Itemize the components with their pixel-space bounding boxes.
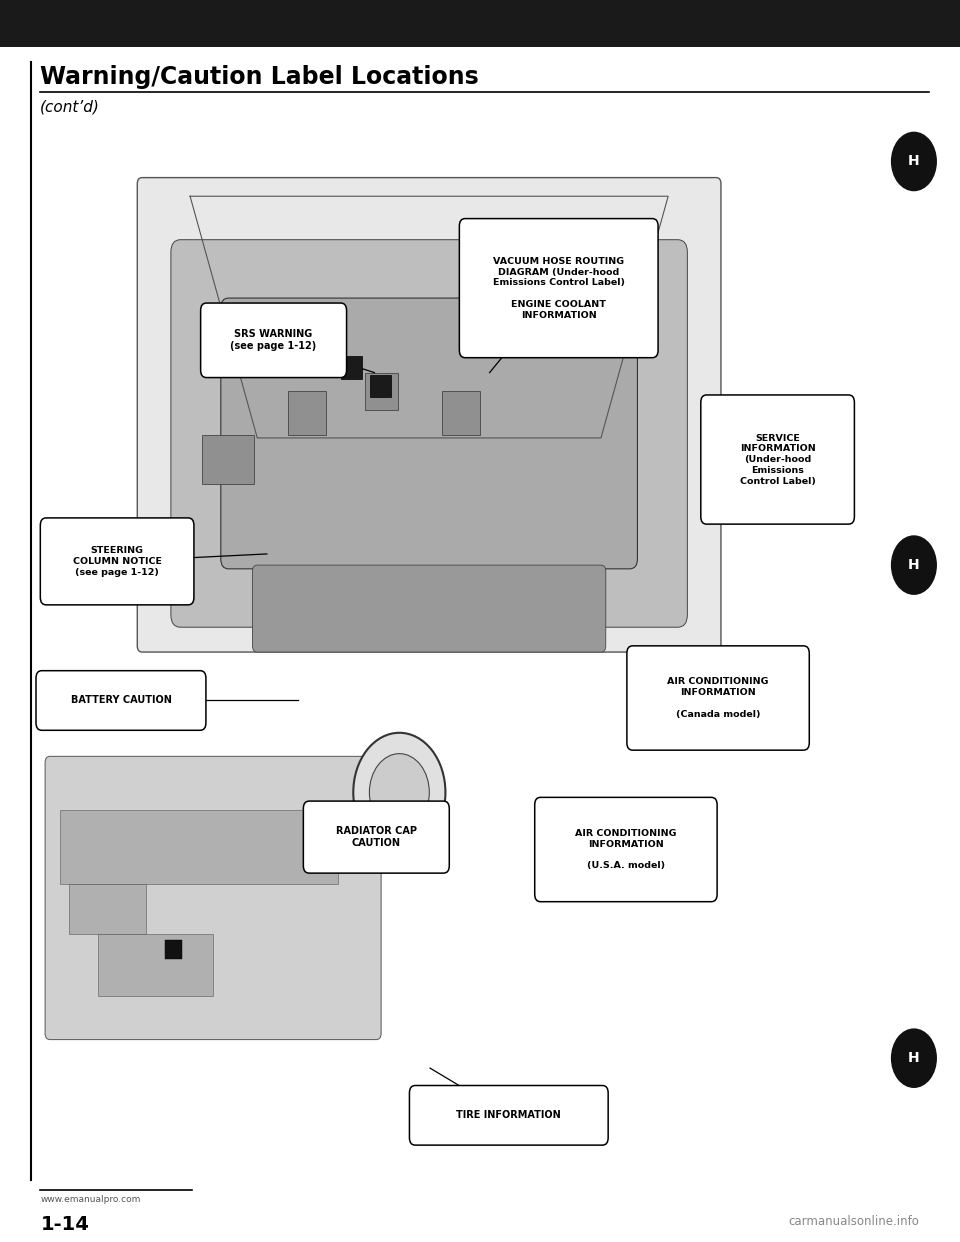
- FancyBboxPatch shape: [409, 1086, 609, 1145]
- Text: Warning/Caution Label Locations: Warning/Caution Label Locations: [40, 65, 479, 88]
- Text: (cont’d): (cont’d): [40, 99, 100, 114]
- Text: BATTERY CAUTION: BATTERY CAUTION: [70, 696, 172, 705]
- Text: 1-14: 1-14: [40, 1215, 89, 1233]
- FancyBboxPatch shape: [459, 219, 659, 358]
- Text: www.emanualpro.com: www.emanualpro.com: [40, 1195, 141, 1203]
- FancyBboxPatch shape: [45, 756, 381, 1040]
- Text: H: H: [908, 1051, 920, 1066]
- FancyBboxPatch shape: [0, 0, 960, 47]
- FancyBboxPatch shape: [535, 797, 717, 902]
- FancyBboxPatch shape: [341, 356, 362, 379]
- Circle shape: [891, 132, 937, 191]
- Text: AIR CONDITIONING
INFORMATION

(U.S.A. model): AIR CONDITIONING INFORMATION (U.S.A. mod…: [575, 828, 677, 871]
- Text: RADIATOR CAP
CAUTION: RADIATOR CAP CAUTION: [336, 826, 417, 848]
- FancyBboxPatch shape: [202, 435, 254, 484]
- Text: SERVICE
INFORMATION
(Under-hood
Emissions
Control Label): SERVICE INFORMATION (Under-hood Emission…: [739, 433, 816, 486]
- FancyBboxPatch shape: [370, 375, 391, 397]
- Text: STEERING
COLUMN NOTICE
(see page 1-12): STEERING COLUMN NOTICE (see page 1-12): [73, 546, 161, 576]
- Circle shape: [370, 754, 429, 831]
- Text: SRS WARNING
(see page 1-12): SRS WARNING (see page 1-12): [230, 329, 317, 351]
- FancyBboxPatch shape: [701, 395, 854, 524]
- Text: VACUUM HOSE ROUTING
DIAGRAM (Under-hood
Emissions Control Label)

ENGINE COOLANT: VACUUM HOSE ROUTING DIAGRAM (Under-hood …: [492, 257, 625, 319]
- Text: H: H: [908, 558, 920, 573]
- FancyBboxPatch shape: [442, 391, 480, 435]
- FancyBboxPatch shape: [69, 884, 146, 934]
- Circle shape: [353, 733, 445, 852]
- FancyBboxPatch shape: [36, 671, 206, 730]
- FancyBboxPatch shape: [171, 240, 687, 627]
- FancyBboxPatch shape: [252, 565, 606, 652]
- Text: AIR CONDITIONING
INFORMATION

(Canada model): AIR CONDITIONING INFORMATION (Canada mod…: [667, 677, 769, 719]
- FancyBboxPatch shape: [365, 373, 398, 410]
- FancyBboxPatch shape: [221, 298, 637, 569]
- FancyBboxPatch shape: [98, 934, 213, 996]
- FancyBboxPatch shape: [165, 940, 182, 959]
- Circle shape: [891, 1028, 937, 1088]
- FancyBboxPatch shape: [303, 801, 449, 873]
- FancyBboxPatch shape: [40, 518, 194, 605]
- FancyBboxPatch shape: [137, 178, 721, 652]
- FancyBboxPatch shape: [627, 646, 809, 750]
- Text: TIRE INFORMATION: TIRE INFORMATION: [456, 1110, 562, 1120]
- FancyBboxPatch shape: [201, 303, 347, 378]
- FancyBboxPatch shape: [288, 391, 326, 435]
- Text: carmanualsonline.info: carmanualsonline.info: [789, 1215, 920, 1227]
- FancyBboxPatch shape: [60, 810, 338, 884]
- Text: H: H: [908, 154, 920, 169]
- Circle shape: [891, 535, 937, 595]
